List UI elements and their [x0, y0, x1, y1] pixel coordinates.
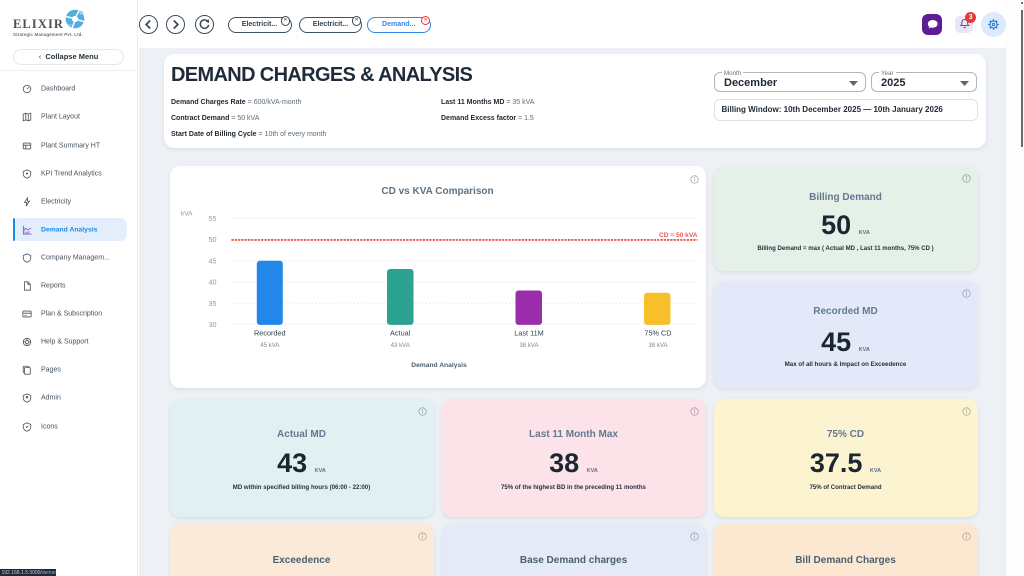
svg-text:75% CD: 75% CD	[644, 329, 671, 338]
svg-text:40: 40	[208, 278, 216, 287]
svg-text:38 kVA: 38 kVA	[648, 342, 668, 349]
svg-text:43 kVA: 43 kVA	[390, 342, 410, 349]
svg-text:35: 35	[208, 299, 216, 308]
svg-text:55: 55	[208, 214, 216, 223]
svg-text:38 kVA: 38 kVA	[519, 342, 539, 349]
svg-text:Recorded: Recorded	[253, 329, 285, 338]
svg-text:Last 11M: Last 11M	[514, 329, 543, 338]
svg-text:CD = 50 kVA: CD = 50 kVA	[658, 232, 697, 239]
svg-text:45: 45	[208, 256, 216, 265]
svg-text:Actual: Actual	[390, 329, 411, 338]
svg-text:45 kVA: 45 kVA	[260, 342, 280, 349]
svg-text:kVA: kVA	[181, 211, 193, 218]
svg-text:Demand Analysis: Demand Analysis	[411, 362, 467, 369]
svg-text:30: 30	[208, 320, 216, 329]
svg-text:50: 50	[208, 235, 216, 244]
